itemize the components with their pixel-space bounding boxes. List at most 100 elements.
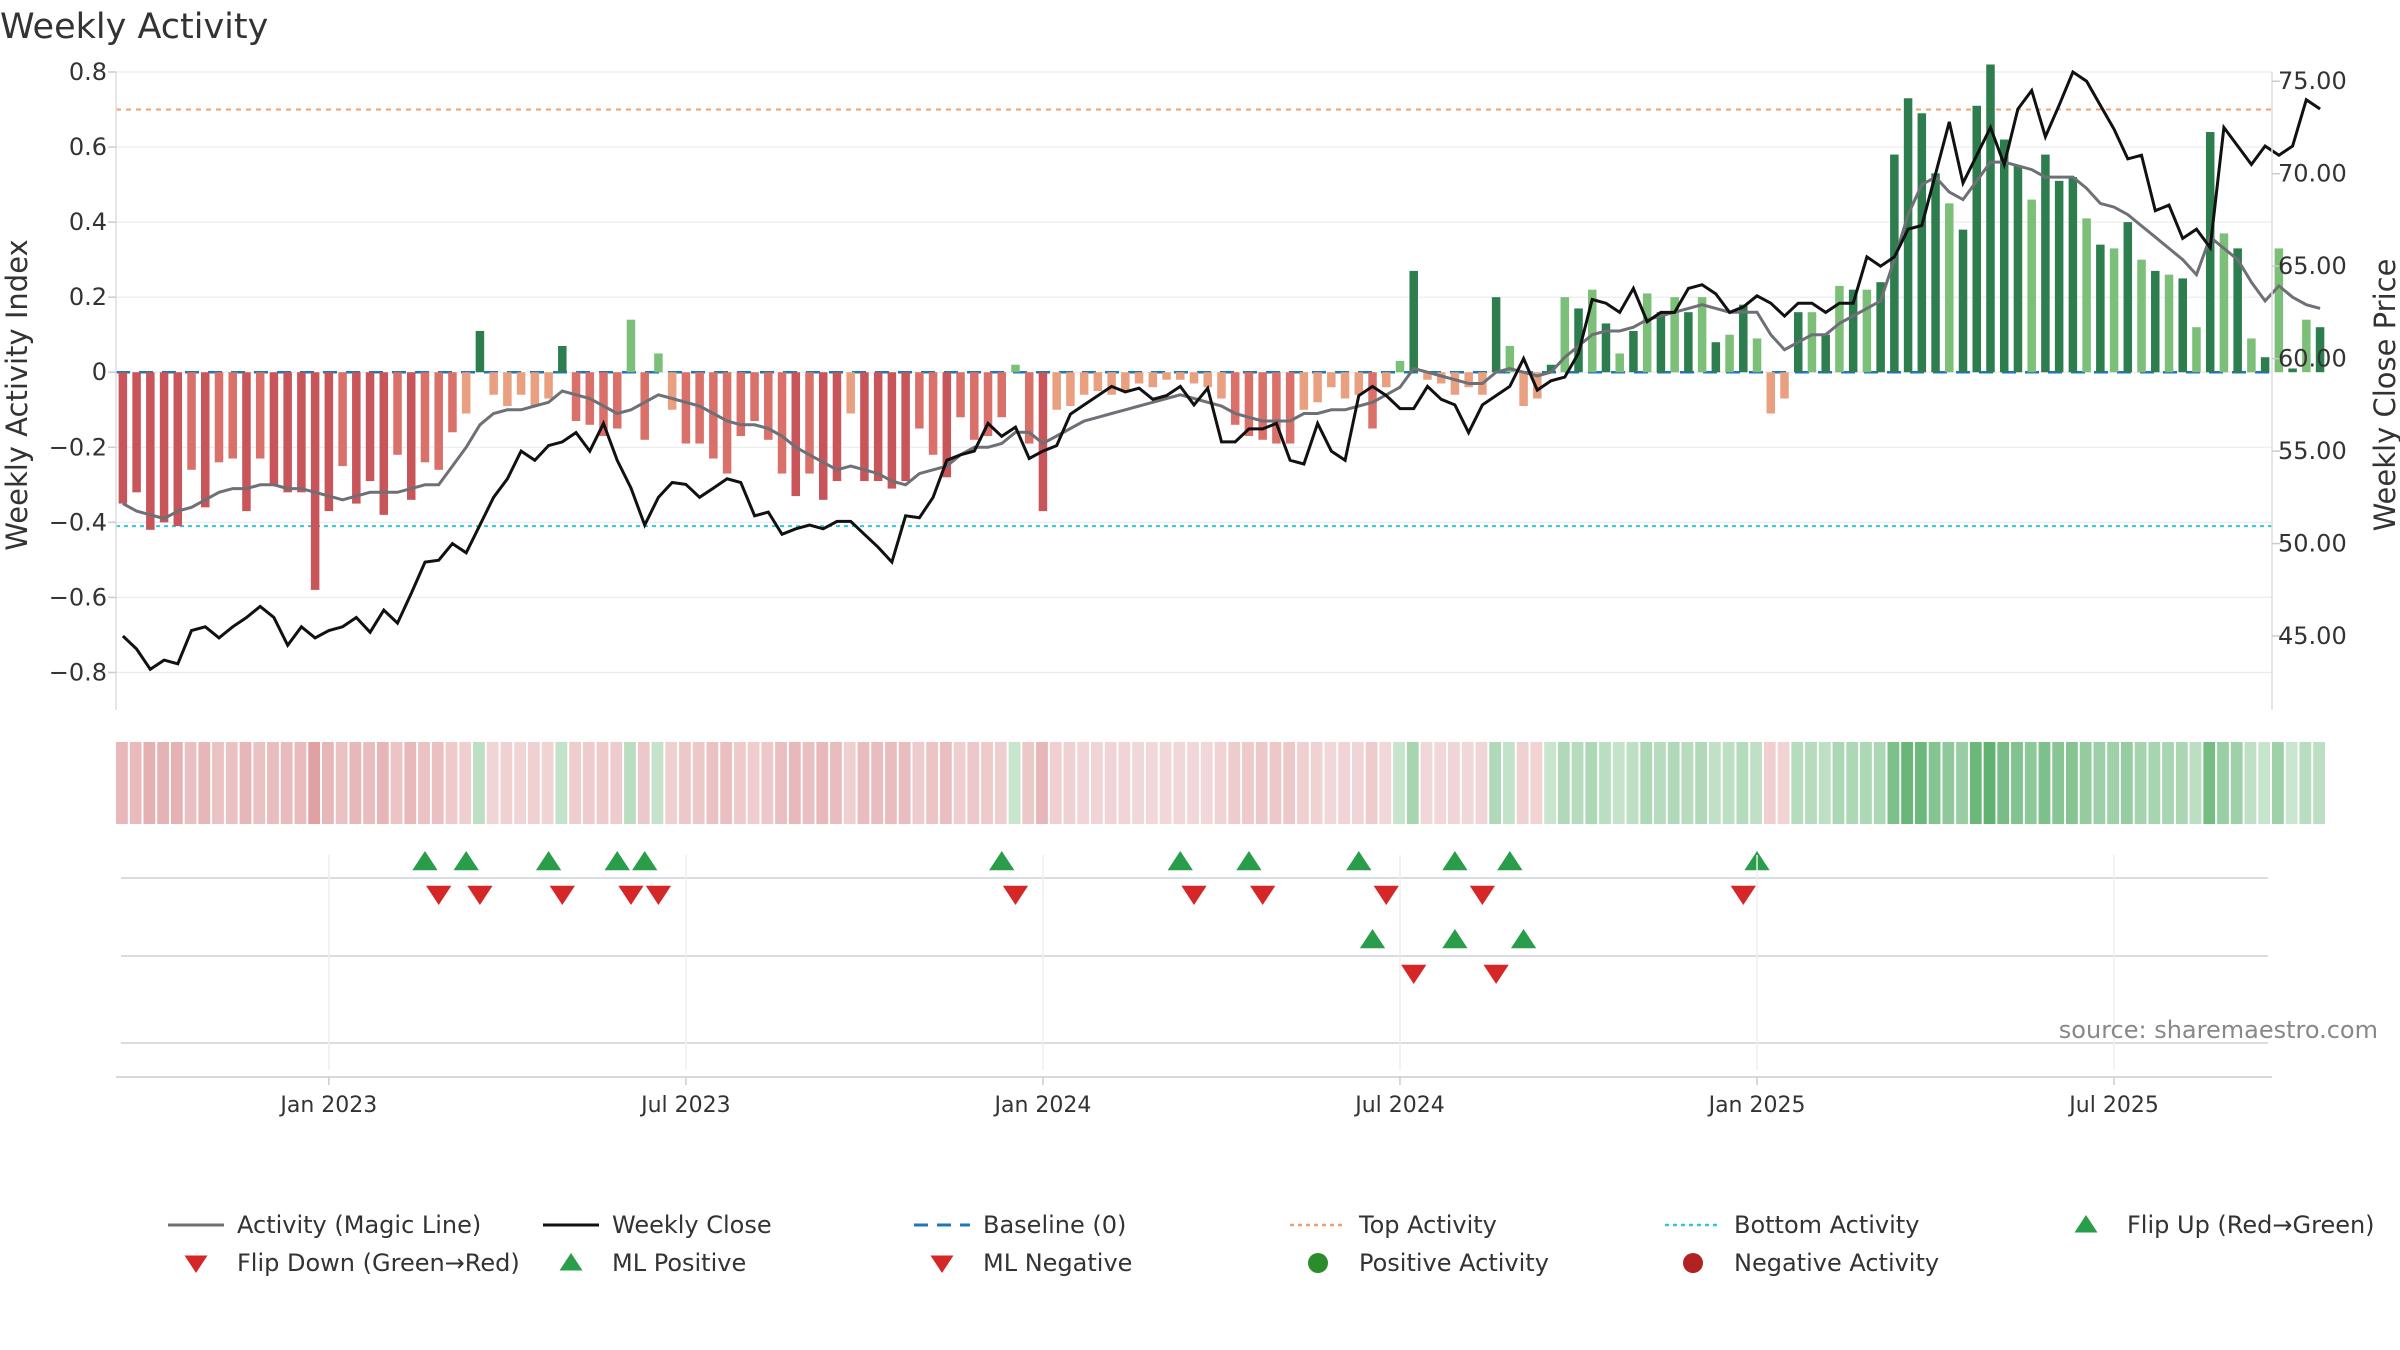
heat-cell: [2203, 742, 2216, 824]
heat-cell: [363, 742, 375, 824]
activity-bar: [901, 372, 910, 482]
legend-symbol: [1683, 1253, 1703, 1273]
heat-cell: [1997, 742, 2010, 824]
activity-bar: [406, 372, 416, 500]
activity-bar: [722, 372, 732, 474]
right-tick-label: 70.00: [2278, 160, 2347, 188]
activity-bar: [2302, 319, 2311, 373]
legend-symbol: [930, 1255, 954, 1273]
activity-bar: [1601, 323, 1611, 373]
activity-bar: [1821, 334, 1830, 373]
legend-item: Activity (Magic Line): [168, 1211, 481, 1239]
activity-bar: [173, 372, 183, 527]
heat-cell: [994, 742, 1007, 824]
flip-down-marker: [549, 885, 575, 905]
legend-symbol: [1308, 1253, 1328, 1273]
activity-bar: [832, 372, 842, 482]
heat-cell: [2175, 742, 2188, 824]
activity-bar: [338, 372, 347, 467]
legend-item: Positive Activity: [1308, 1249, 1549, 1277]
activity-bar: [489, 372, 498, 395]
heat-cell: [459, 742, 472, 824]
heat-cell: [1434, 742, 1447, 824]
heat-cell: [1681, 742, 1694, 824]
flip-down-marker: [1181, 885, 1207, 905]
activity-bar: [956, 372, 965, 418]
heat-cell: [2052, 742, 2065, 824]
activity-bar: [324, 372, 334, 512]
legend-label: Weekly Close: [612, 1211, 772, 1239]
heat-cell: [2258, 742, 2271, 824]
heat-cell: [775, 742, 787, 824]
heat-cell: [953, 742, 966, 824]
activity-bar: [2041, 154, 2050, 373]
heat-cell: [569, 742, 581, 824]
flip-up-marker: [453, 851, 479, 871]
activity-bar: [571, 372, 581, 422]
heat-cell: [1187, 742, 1199, 824]
right-axis-label: Weekly Close Price: [2368, 259, 2400, 532]
activity-bar: [558, 345, 567, 373]
flip-up-marker: [412, 851, 438, 871]
heat-cell: [1599, 742, 1611, 824]
activity-bar: [1848, 289, 1858, 373]
activity-bar: [626, 319, 636, 373]
activity-bar: [283, 372, 292, 493]
activity-bar: [2205, 132, 2215, 373]
heat-cell: [651, 742, 664, 824]
activity-bar: [1368, 372, 1377, 429]
activity-bar: [310, 372, 320, 590]
heat-cell: [335, 742, 348, 824]
heat-cell: [1846, 742, 1859, 824]
right-tick-label: 50.00: [2278, 530, 2347, 558]
legend-label: Flip Up (Red→Green): [2127, 1211, 2375, 1239]
heat-cell: [198, 742, 211, 824]
heat-cell: [2272, 742, 2284, 824]
left-tick-label: 0.6: [69, 133, 107, 161]
legend-label: Activity (Magic Line): [237, 1211, 481, 1239]
heat-cell: [610, 742, 623, 824]
heat-cell: [184, 742, 197, 824]
activity-bar: [1725, 334, 1734, 373]
flip-up-marker: [535, 851, 562, 871]
heat-cell: [116, 742, 128, 824]
heat-cell: [967, 742, 980, 824]
heat-cell: [2038, 742, 2051, 824]
activity-bar: [118, 372, 128, 504]
flip-up-marker: [604, 851, 630, 871]
flip-up-marker: [1346, 851, 1372, 871]
legend-label: Bottom Activity: [1734, 1211, 1919, 1239]
flip-down-marker: [467, 885, 493, 905]
ml-positive-marker: [1442, 929, 1468, 949]
activity-bar: [1629, 330, 1638, 373]
heat-cell: [294, 742, 307, 824]
heat-cell: [225, 742, 238, 824]
heat-cell: [1145, 742, 1158, 824]
flip-down-marker: [1250, 885, 1276, 905]
right-tick-label: 60.00: [2278, 345, 2347, 373]
activity-bar: [1560, 297, 1570, 373]
activity-bar: [846, 372, 855, 414]
heat-cell: [1077, 742, 1090, 824]
activity-bar: [928, 372, 938, 455]
heat-cell: [692, 742, 705, 824]
activity-bar: [764, 372, 773, 440]
flip-up-marker: [1236, 851, 1262, 871]
heat-cell: [1310, 742, 1323, 824]
activity-bar: [1162, 372, 1171, 380]
ml-negative-marker: [1401, 964, 1427, 984]
heat-cell: [445, 742, 458, 824]
heat-cell: [2024, 742, 2037, 824]
heat-cell: [2066, 742, 2078, 824]
heat-cell: [1475, 742, 1488, 824]
x-tick-label: Jan 2025: [1707, 1093, 1806, 1118]
heat-cell: [129, 742, 142, 824]
flip-down-marker: [1469, 885, 1496, 905]
heat-cell: [1763, 742, 1776, 824]
activity-bar: [1780, 372, 1789, 399]
legend-item: Weekly Close: [543, 1211, 772, 1239]
activity-bar: [1615, 353, 1624, 373]
heat-cell: [1365, 742, 1378, 824]
heat-cell: [1132, 742, 1145, 824]
heat-cell: [431, 742, 444, 824]
